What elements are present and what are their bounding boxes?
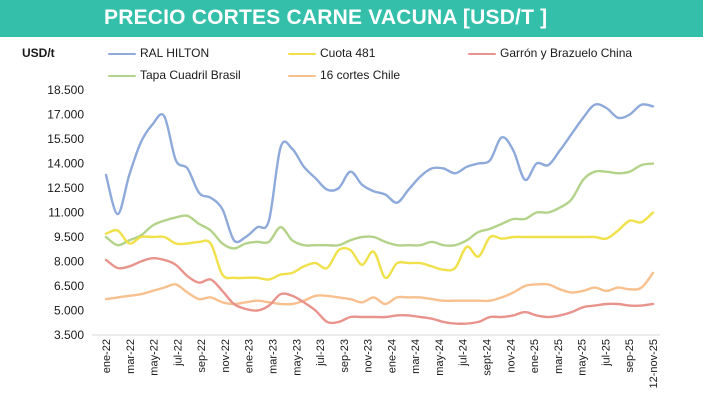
- y-tick-label: 17.000: [47, 108, 84, 122]
- x-tick-label: nov-24: [505, 339, 517, 373]
- x-tick-label: jul-23: [315, 339, 327, 367]
- x-tick-label: jul-25: [600, 339, 612, 367]
- x-tick-label: ene-22: [101, 339, 113, 373]
- y-axis-label: USD/t: [22, 46, 55, 60]
- legend-swatch: [108, 75, 136, 77]
- title-bar: PRECIO CORTES CARNE VACUNA [USD/T ]: [0, 0, 703, 37]
- legend-label: RAL HILTON: [140, 46, 210, 60]
- series-line-16-cortes-chile: [104, 271, 655, 306]
- x-tick-label: mar-22: [125, 339, 137, 374]
- y-tick-label: 6.500: [54, 279, 84, 293]
- x-tick-label: sep-22: [196, 339, 208, 373]
- x-tick-label: sep-23: [339, 339, 351, 373]
- legend-swatch: [288, 53, 316, 55]
- x-tick-label: nov-23: [363, 339, 375, 373]
- y-tick-label: 14.000: [47, 157, 84, 171]
- x-tick-label: mar-24: [410, 339, 422, 374]
- x-tick-label: mar-25: [553, 339, 565, 374]
- legend-swatch: [288, 75, 316, 77]
- y-tick-label: 5.000: [54, 304, 84, 318]
- series-line-tapa-cuadril-brasil: [104, 162, 655, 250]
- series-line-cuota-481: [104, 211, 655, 281]
- x-tick-label: sep-25: [624, 339, 636, 373]
- x-tick-label: ene-24: [386, 339, 398, 373]
- series-line-garron-y-brazuelo-china: [104, 256, 655, 325]
- y-tick-label: 8.000: [54, 255, 84, 269]
- legend-label: 16 cortes Chile: [320, 68, 401, 82]
- y-tick-label: 11.000: [48, 206, 84, 220]
- x-tick-label: sept-24: [482, 339, 494, 376]
- y-tick-label: 12.500: [47, 181, 84, 195]
- y-tick-label: 18.500: [47, 83, 84, 97]
- legend-swatch: [468, 53, 496, 55]
- x-tick-label: mar-23: [267, 339, 279, 374]
- legend-swatch: [108, 53, 136, 55]
- y-tick-label: 3.500: [54, 328, 84, 342]
- x-tick-label: may-22: [149, 339, 161, 376]
- y-tick-label: 15.500: [47, 132, 84, 146]
- legend-label: Garrón y Brazuelo China: [500, 46, 633, 60]
- x-tick-label: jul-22: [172, 339, 184, 367]
- x-tick-label: may-23: [291, 339, 303, 376]
- y-tick-label: 9.500: [54, 230, 84, 244]
- x-tick-label: may-25: [577, 339, 589, 376]
- x-tick-label: ene-23: [244, 339, 256, 373]
- x-tick-label: ene-25: [529, 339, 541, 373]
- legend-label: Tapa Cuadril Brasil: [140, 68, 241, 82]
- legend-label: Cuota 481: [320, 46, 376, 60]
- x-tick-label: jul-24: [458, 339, 470, 367]
- x-tick-label: nov-22: [220, 339, 232, 373]
- x-tick-label: 12-nov-25: [648, 339, 660, 389]
- chart-title: PRECIO CORTES CARNE VACUNA [USD/T ]: [104, 6, 548, 29]
- x-tick-label: may-24: [434, 339, 446, 376]
- series-line-ral-hilton: [104, 103, 655, 244]
